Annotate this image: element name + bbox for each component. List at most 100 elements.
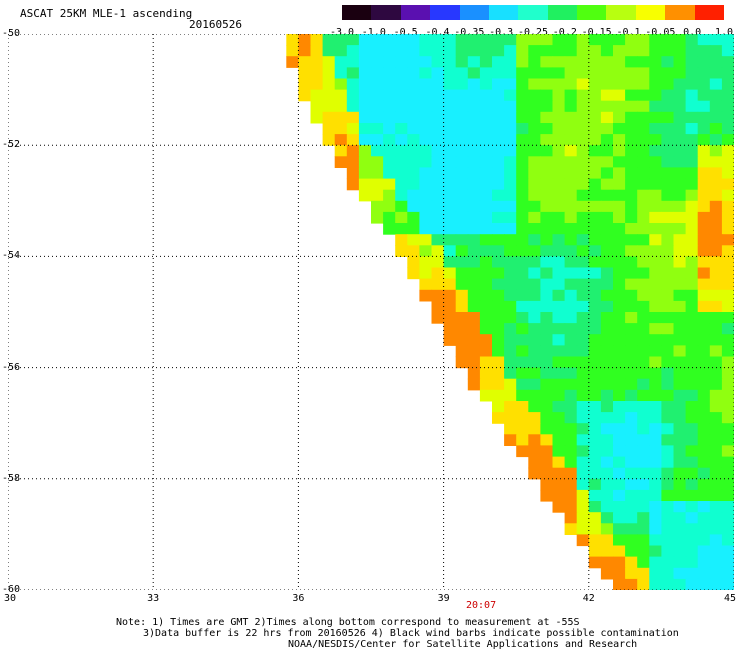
wind-cell xyxy=(600,489,614,502)
wind-cell xyxy=(709,323,723,335)
wind-cell xyxy=(721,289,735,302)
wind-cell xyxy=(431,89,445,102)
wind-cell xyxy=(407,245,420,257)
wind-cell xyxy=(552,345,566,358)
wind-cell xyxy=(443,300,457,313)
wind-cell xyxy=(431,211,445,224)
wind-cell xyxy=(492,278,505,291)
wind-cell xyxy=(492,267,505,280)
wind-cell xyxy=(528,156,541,168)
wind-cell xyxy=(625,456,638,469)
wind-cell xyxy=(552,134,566,146)
wind-cell xyxy=(625,512,638,524)
wind-cell xyxy=(588,534,602,547)
wind-cell xyxy=(625,156,638,168)
wind-cell xyxy=(637,178,650,191)
colorbar-tick-label: -0.5 xyxy=(393,27,418,38)
wind-cell xyxy=(673,401,687,413)
colorbar-tick-label: -1.0 xyxy=(361,27,386,38)
wind-cell xyxy=(588,134,602,146)
wind-cell xyxy=(564,56,578,68)
wind-cell xyxy=(673,34,687,46)
wind-cell xyxy=(637,189,650,202)
wind-cell xyxy=(600,289,614,302)
wind-cell xyxy=(492,67,505,80)
wind-cell xyxy=(588,100,602,113)
wind-cell xyxy=(637,312,650,324)
wind-cell xyxy=(625,111,638,124)
wind-cell xyxy=(564,200,578,213)
wind-cell xyxy=(504,200,517,213)
wind-cell xyxy=(419,234,433,246)
wind-cell xyxy=(697,389,711,402)
wind-cell xyxy=(588,523,602,535)
wind-cell xyxy=(334,156,348,168)
wind-cell xyxy=(673,556,687,569)
wind-cell xyxy=(661,345,675,358)
wind-cell xyxy=(504,323,517,335)
wind-cell xyxy=(600,434,614,446)
wind-cell xyxy=(346,111,360,124)
wind-cell xyxy=(479,156,493,168)
wind-cell xyxy=(516,378,529,391)
wind-cell xyxy=(443,56,457,68)
wind-cell xyxy=(649,489,662,502)
wind-cell xyxy=(721,356,735,369)
wind-cell xyxy=(637,578,650,591)
wind-cell xyxy=(709,34,723,46)
wind-cell xyxy=(661,545,675,558)
wind-cell xyxy=(661,78,675,91)
wind-cell xyxy=(613,178,626,191)
wind-cell xyxy=(504,56,517,68)
wind-cell xyxy=(479,78,493,91)
wind-cell xyxy=(455,111,469,124)
wind-cell xyxy=(709,523,723,535)
wind-cell xyxy=(504,367,517,380)
wind-cell xyxy=(649,323,662,335)
wind-cell xyxy=(516,423,529,435)
wind-cell xyxy=(661,89,675,102)
wind-cell xyxy=(588,323,602,335)
wind-cell xyxy=(564,34,578,46)
wind-cell xyxy=(383,156,396,168)
wind-cell xyxy=(649,134,662,146)
wind-cell xyxy=(479,134,493,146)
wind-cell xyxy=(673,578,687,591)
wind-cell xyxy=(455,56,469,68)
wind-cell xyxy=(685,578,699,591)
wind-cell xyxy=(540,123,554,135)
wind-cell xyxy=(407,145,420,157)
wind-cell xyxy=(455,134,469,146)
wind-cell xyxy=(552,267,566,280)
wind-cell xyxy=(600,156,614,168)
colorbar-segment xyxy=(371,5,402,20)
wind-cell xyxy=(588,234,602,246)
wind-cell xyxy=(709,134,723,146)
wind-cell xyxy=(697,534,711,547)
wind-cell xyxy=(588,289,602,302)
wind-cell xyxy=(552,67,566,80)
wind-cell xyxy=(516,345,529,358)
wind-cell xyxy=(552,389,566,402)
wind-cell xyxy=(431,156,445,168)
wind-cell xyxy=(661,356,675,369)
wind-cell xyxy=(673,412,687,424)
wind-cell xyxy=(661,223,675,235)
wind-cell xyxy=(504,145,517,157)
wind-cell xyxy=(346,56,360,68)
wind-cell xyxy=(637,567,650,580)
wind-cell xyxy=(625,89,638,102)
wind-cell xyxy=(697,367,711,380)
wind-cell xyxy=(721,34,735,46)
wind-cell xyxy=(625,78,638,91)
wind-cell xyxy=(649,178,662,191)
wind-cell xyxy=(673,89,687,102)
wind-cell xyxy=(286,56,299,68)
wind-cell xyxy=(625,134,638,146)
wind-cell xyxy=(588,267,602,280)
wind-cell xyxy=(564,45,578,57)
wind-cell xyxy=(600,34,614,46)
wind-cell xyxy=(721,412,735,424)
wind-cell xyxy=(661,434,675,446)
latitude-tick-label: -56 xyxy=(2,361,21,373)
